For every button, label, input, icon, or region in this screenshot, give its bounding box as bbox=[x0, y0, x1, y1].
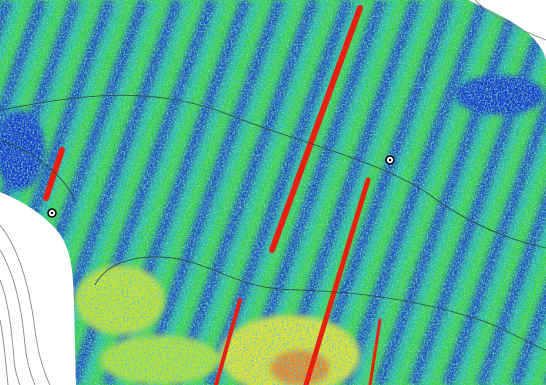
green-speckle bbox=[0, 0, 546, 385]
page: (() => { const svg = document.getElement… bbox=[0, 0, 546, 385]
field-map bbox=[0, 0, 546, 385]
marker-dot bbox=[51, 212, 53, 214]
field bbox=[0, 0, 546, 385]
marker-dot bbox=[389, 159, 391, 161]
